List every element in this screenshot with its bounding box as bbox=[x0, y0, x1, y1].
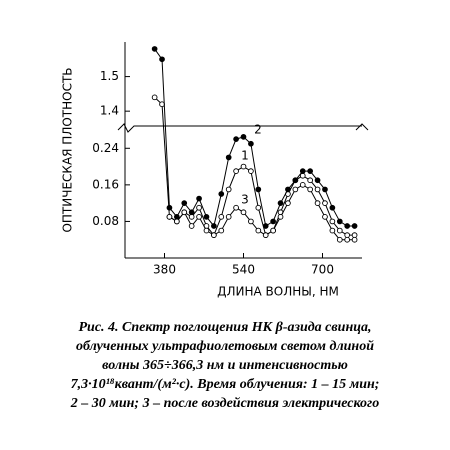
data-point bbox=[173, 214, 180, 220]
series-line bbox=[154, 96, 355, 237]
data-point bbox=[344, 223, 351, 229]
data-point bbox=[240, 134, 247, 140]
data-point bbox=[344, 236, 351, 243]
data-point bbox=[203, 227, 210, 234]
series-line bbox=[154, 48, 355, 228]
caption-line: 7,3·10¹⁸квант/(м²·с). Время облучения: 1… bbox=[70, 377, 380, 392]
data-point bbox=[225, 214, 232, 220]
data-point bbox=[188, 214, 195, 220]
data-point bbox=[248, 168, 254, 174]
x-axis-label: ДЛИНА ВОЛНЫ, НМ bbox=[217, 285, 339, 299]
data-point bbox=[344, 232, 351, 238]
data-point bbox=[336, 218, 343, 225]
data-point bbox=[225, 154, 232, 161]
data-point bbox=[203, 214, 210, 220]
data-point bbox=[329, 204, 336, 211]
data-point bbox=[166, 214, 173, 220]
data-point bbox=[336, 227, 343, 234]
data-point bbox=[225, 186, 232, 193]
data-point bbox=[188, 223, 195, 229]
data-point bbox=[248, 218, 254, 225]
data-point bbox=[351, 223, 358, 229]
data-point bbox=[336, 236, 343, 243]
y-tick-label: 0.08 bbox=[92, 214, 119, 228]
data-point bbox=[270, 227, 276, 234]
data-point bbox=[255, 204, 262, 211]
series-label: 2 bbox=[254, 123, 262, 137]
data-point bbox=[218, 227, 225, 234]
data-point bbox=[322, 200, 328, 206]
data-point bbox=[329, 218, 336, 225]
x-tick-label: 700 bbox=[311, 263, 334, 277]
caption-line: волны 365÷366,3 нм и интенсивностью bbox=[102, 358, 348, 373]
data-point bbox=[211, 223, 217, 229]
caption-line: Рис. 4. Спектр поглощения НК β-азида сви… bbox=[78, 320, 372, 335]
data-point bbox=[211, 232, 217, 238]
series-label: 3 bbox=[241, 193, 249, 207]
data-point bbox=[151, 94, 158, 101]
data-point bbox=[277, 200, 284, 206]
data-point bbox=[233, 168, 239, 174]
data-point bbox=[314, 200, 321, 206]
data-point bbox=[322, 214, 328, 220]
data-point bbox=[181, 209, 188, 216]
data-point bbox=[351, 236, 358, 243]
data-point bbox=[270, 218, 276, 225]
y-axis-label: ОПТИЧЕСКАЯ ПЛОТНОСТЬ bbox=[61, 67, 75, 232]
data-point bbox=[240, 163, 247, 170]
data-point bbox=[188, 209, 195, 216]
data-point bbox=[292, 177, 299, 184]
y-tick-label: 0.16 bbox=[92, 177, 119, 191]
data-point bbox=[255, 186, 262, 193]
x-tick-label: 380 bbox=[153, 263, 176, 277]
data-point bbox=[248, 140, 254, 147]
data-point bbox=[307, 186, 314, 193]
data-point bbox=[307, 168, 314, 174]
data-point bbox=[292, 186, 299, 193]
data-point bbox=[196, 195, 202, 202]
data-point bbox=[299, 168, 306, 174]
caption-line: облученных ультрафиолетовым светом длино… bbox=[76, 339, 374, 354]
data-point bbox=[173, 218, 180, 225]
data-point bbox=[351, 232, 358, 238]
data-point bbox=[329, 227, 336, 234]
data-point bbox=[166, 204, 173, 211]
data-point bbox=[299, 182, 306, 188]
data-point bbox=[314, 177, 321, 184]
data-point bbox=[159, 56, 165, 63]
data-point bbox=[218, 214, 225, 220]
data-point bbox=[233, 136, 239, 142]
data-point bbox=[322, 186, 328, 193]
data-point bbox=[240, 209, 247, 216]
caption: Рис. 4. Спектр поглощения НК β-азида сви… bbox=[0, 318, 450, 413]
caption-line: 2 – 30 мин; 3 – после воздействия электр… bbox=[70, 396, 380, 411]
data-point bbox=[255, 227, 262, 234]
x-tick-label: 540 bbox=[232, 263, 255, 277]
data-point bbox=[277, 214, 284, 220]
data-point bbox=[233, 204, 239, 211]
data-point bbox=[262, 223, 269, 229]
data-point bbox=[151, 46, 158, 52]
data-point bbox=[196, 214, 202, 220]
chart: ОПТИЧЕСКАЯ ПЛОТНОСТЬ ДЛИНА ВОЛНЫ, НМ 0.0… bbox=[61, 42, 369, 299]
y-tick-label: 1.5 bbox=[100, 69, 119, 83]
y-tick-label: 0.24 bbox=[92, 141, 119, 155]
data-point bbox=[218, 191, 225, 197]
data-point bbox=[285, 186, 291, 193]
y-tick-label: 1.4 bbox=[100, 104, 119, 118]
data-point bbox=[196, 204, 202, 211]
data-point bbox=[181, 200, 188, 206]
series-label: 1 bbox=[241, 149, 249, 163]
data-point bbox=[307, 177, 314, 184]
data-point bbox=[299, 172, 306, 179]
data-point bbox=[262, 232, 269, 238]
data-point bbox=[285, 200, 291, 206]
data-point bbox=[314, 186, 321, 193]
